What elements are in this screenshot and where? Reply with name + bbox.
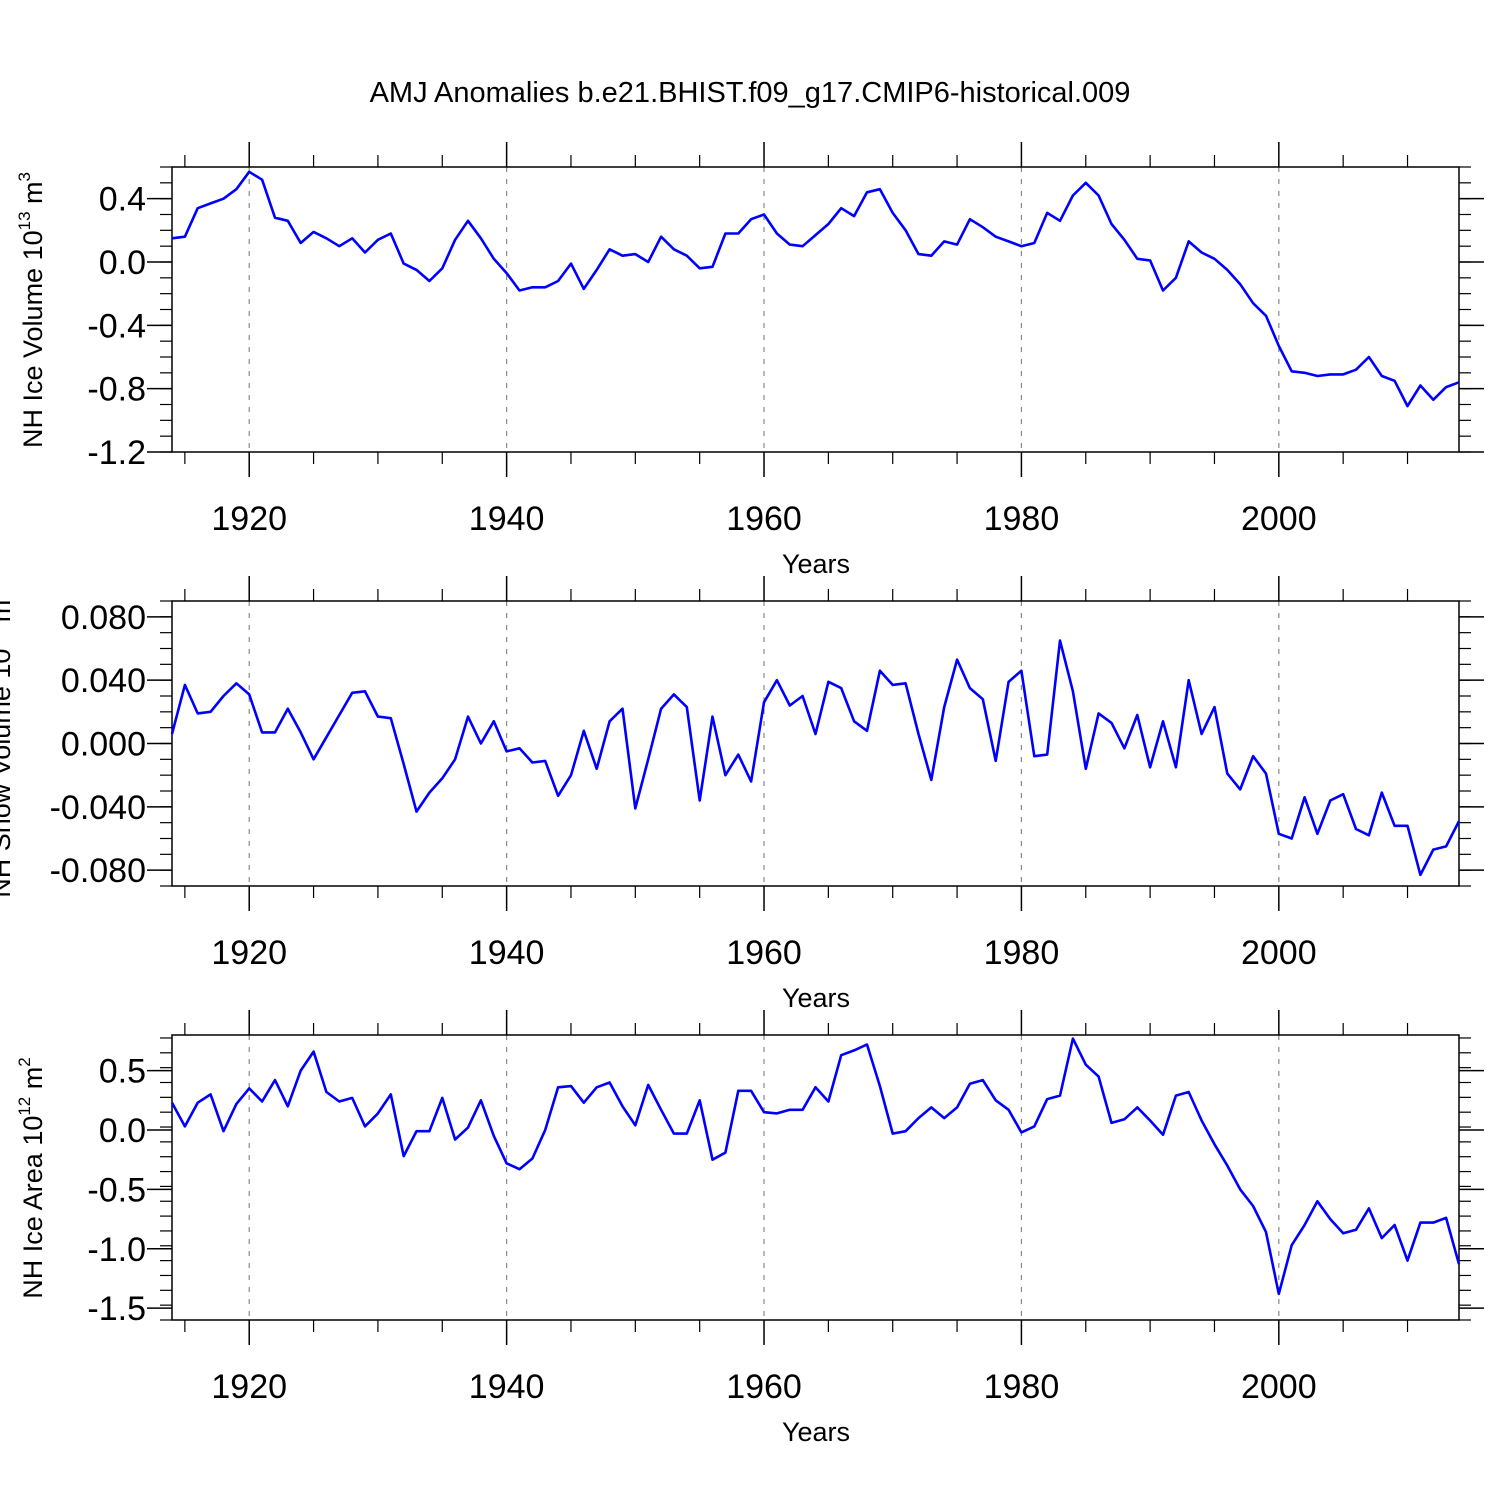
y-axis-label: NH Ice Volume 1013 m3 [15, 172, 48, 448]
x-tick-label: 1980 [984, 500, 1060, 538]
x-tick-label: 1940 [469, 1368, 545, 1406]
x-tick-label: 1980 [984, 1368, 1060, 1406]
y-axis-label-base: NH Snow Volume 10 [0, 649, 16, 898]
y-tick-label: -0.4 [87, 307, 146, 345]
y-tick-label: 0.040 [61, 662, 146, 700]
plot-frame [171, 166, 1460, 453]
x-axis-label: Years [782, 1417, 850, 1447]
plot-frame [171, 600, 1460, 887]
ice-area-series-line [170, 1037, 1461, 1296]
y-tick-label: -0.8 [87, 371, 146, 409]
panel-ice-area: 0.50.0-0.5-1.0-1.5 1920 1940 1960 1980 2000 … [15, 1010, 1484, 1447]
y-tick-label: -1.5 [87, 1290, 146, 1328]
x-tick-label: 1980 [984, 934, 1060, 972]
y-tick-label: 0.0 [99, 244, 146, 282]
y-axis-label-base: NH Ice Volume 10 [18, 230, 48, 448]
y-axis-label-unit: m [18, 181, 48, 211]
x-axis-label: Years [782, 983, 850, 1013]
y-axis-label-unit: m [18, 1067, 48, 1097]
x-tick-label: 2000 [1241, 500, 1317, 538]
y-axis-label-unit: m [0, 600, 16, 630]
y-tick-label: -0.5 [87, 1171, 146, 1209]
ice-volume-series-line [171, 170, 1460, 408]
y-axis-label-unit-exponent: 3 [15, 172, 34, 181]
panel-snow-volume: 0.080 0.040 0.000 -0.040 -0.080 1920 1940 1960… [0, 576, 1484, 1013]
x-tick-label: 2000 [1241, 1368, 1317, 1406]
x-axis-label: Years [782, 549, 850, 579]
y-tick-label: 0.080 [61, 599, 146, 637]
y-axis-label-exponent: 13 [15, 211, 34, 230]
y-axis-label-base: NH Ice Area 10 [18, 1116, 48, 1299]
y-tick-label: -1.2 [87, 434, 146, 472]
y-axis-label-exponent: 12 [15, 1097, 34, 1116]
y-tick-label: -0.040 [50, 789, 146, 827]
y-tick-label: -1.0 [87, 1231, 146, 1269]
x-tick-label: 1920 [211, 1368, 287, 1406]
plot-frame [171, 1034, 1460, 1321]
x-tick-label: 1920 [211, 500, 287, 538]
y-tick-label: 0.5 [99, 1053, 146, 1091]
x-tick-label: 1940 [469, 500, 545, 538]
y-axis-label-unit-exponent: 3 [0, 590, 2, 599]
x-tick-label: 1940 [469, 934, 545, 972]
snow-volume-series-line [170, 639, 1461, 877]
y-axis-label-exponent: 13 [0, 630, 2, 649]
x-tick-label: 1960 [726, 934, 802, 972]
x-tick-label: 1960 [726, 1368, 802, 1406]
y-axis-label: NH Ice Area 1012 m2 [15, 1057, 48, 1298]
y-axis-label-unit-exponent: 2 [15, 1057, 34, 1066]
x-tick-label: 1960 [726, 500, 802, 538]
y-axis-label: NH Snow Volume 1013 m3 [0, 590, 16, 898]
y-tick-label: -0.080 [50, 852, 146, 890]
panel-ice-volume: 0.40.0-0.4-0.8-1.2 1920 1940 1960 1980 2000 … [15, 142, 1484, 579]
y-tick-label: 0.4 [99, 181, 146, 219]
chart-title: AMJ Anomalies b.e21.BHIST.f09_g17.CMIP6-… [370, 77, 1131, 109]
x-tick-label: 2000 [1241, 934, 1317, 972]
y-tick-label: 0.0 [99, 1112, 146, 1150]
x-tick-label: 1920 [211, 934, 287, 972]
y-tick-label: 0.000 [61, 726, 146, 764]
